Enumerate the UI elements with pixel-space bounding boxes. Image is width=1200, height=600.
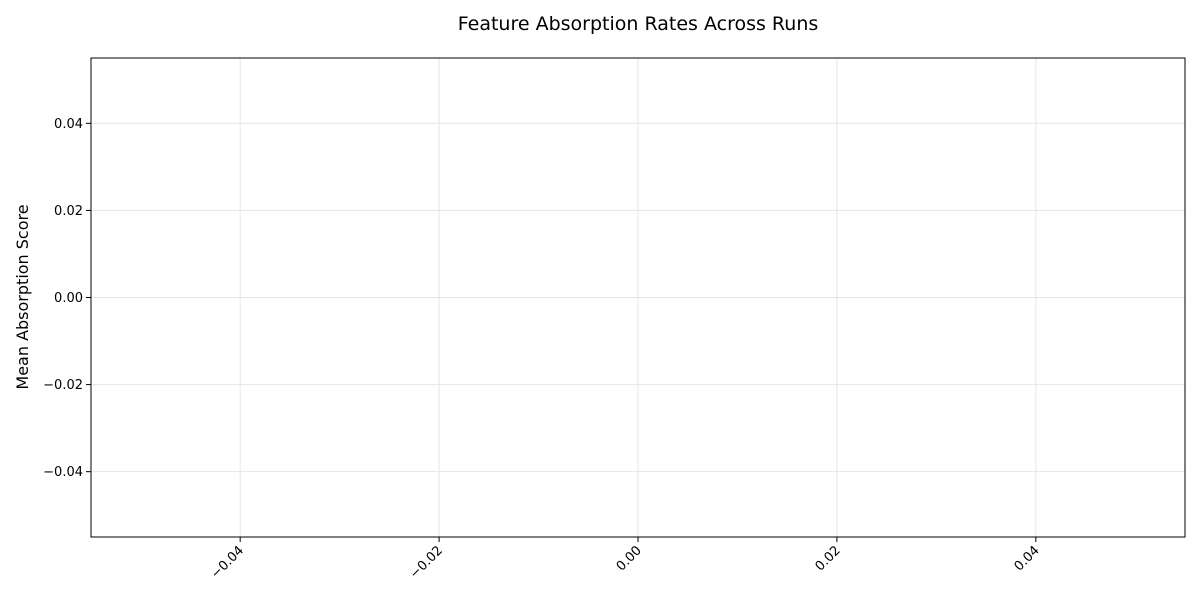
y-axis-label: Mean Absorption Score xyxy=(13,204,32,389)
x-tick-label: −0.02 xyxy=(407,543,446,582)
x-tick-label: 0.00 xyxy=(614,543,645,574)
chart-title: Feature Absorption Rates Across Runs xyxy=(458,13,819,35)
x-tick-label: −0.04 xyxy=(208,543,247,582)
y-tick-label: −0.04 xyxy=(43,465,83,480)
y-tick-label: −0.02 xyxy=(43,378,83,393)
grid-layer xyxy=(91,58,1185,537)
y-tick-label: 0.02 xyxy=(54,204,83,219)
plot-frame xyxy=(90,57,1186,538)
y-tick-label: 0.04 xyxy=(54,117,83,132)
x-tick-label: 0.04 xyxy=(1012,543,1043,574)
x-axis: −0.04 −0.02 0.00 0.02 0.04 xyxy=(208,537,1043,582)
y-tick-label: 0.00 xyxy=(54,291,83,306)
y-axis: 0.04 0.02 0.00 −0.02 −0.04 xyxy=(43,117,91,480)
x-tick-label: 0.02 xyxy=(813,543,844,574)
